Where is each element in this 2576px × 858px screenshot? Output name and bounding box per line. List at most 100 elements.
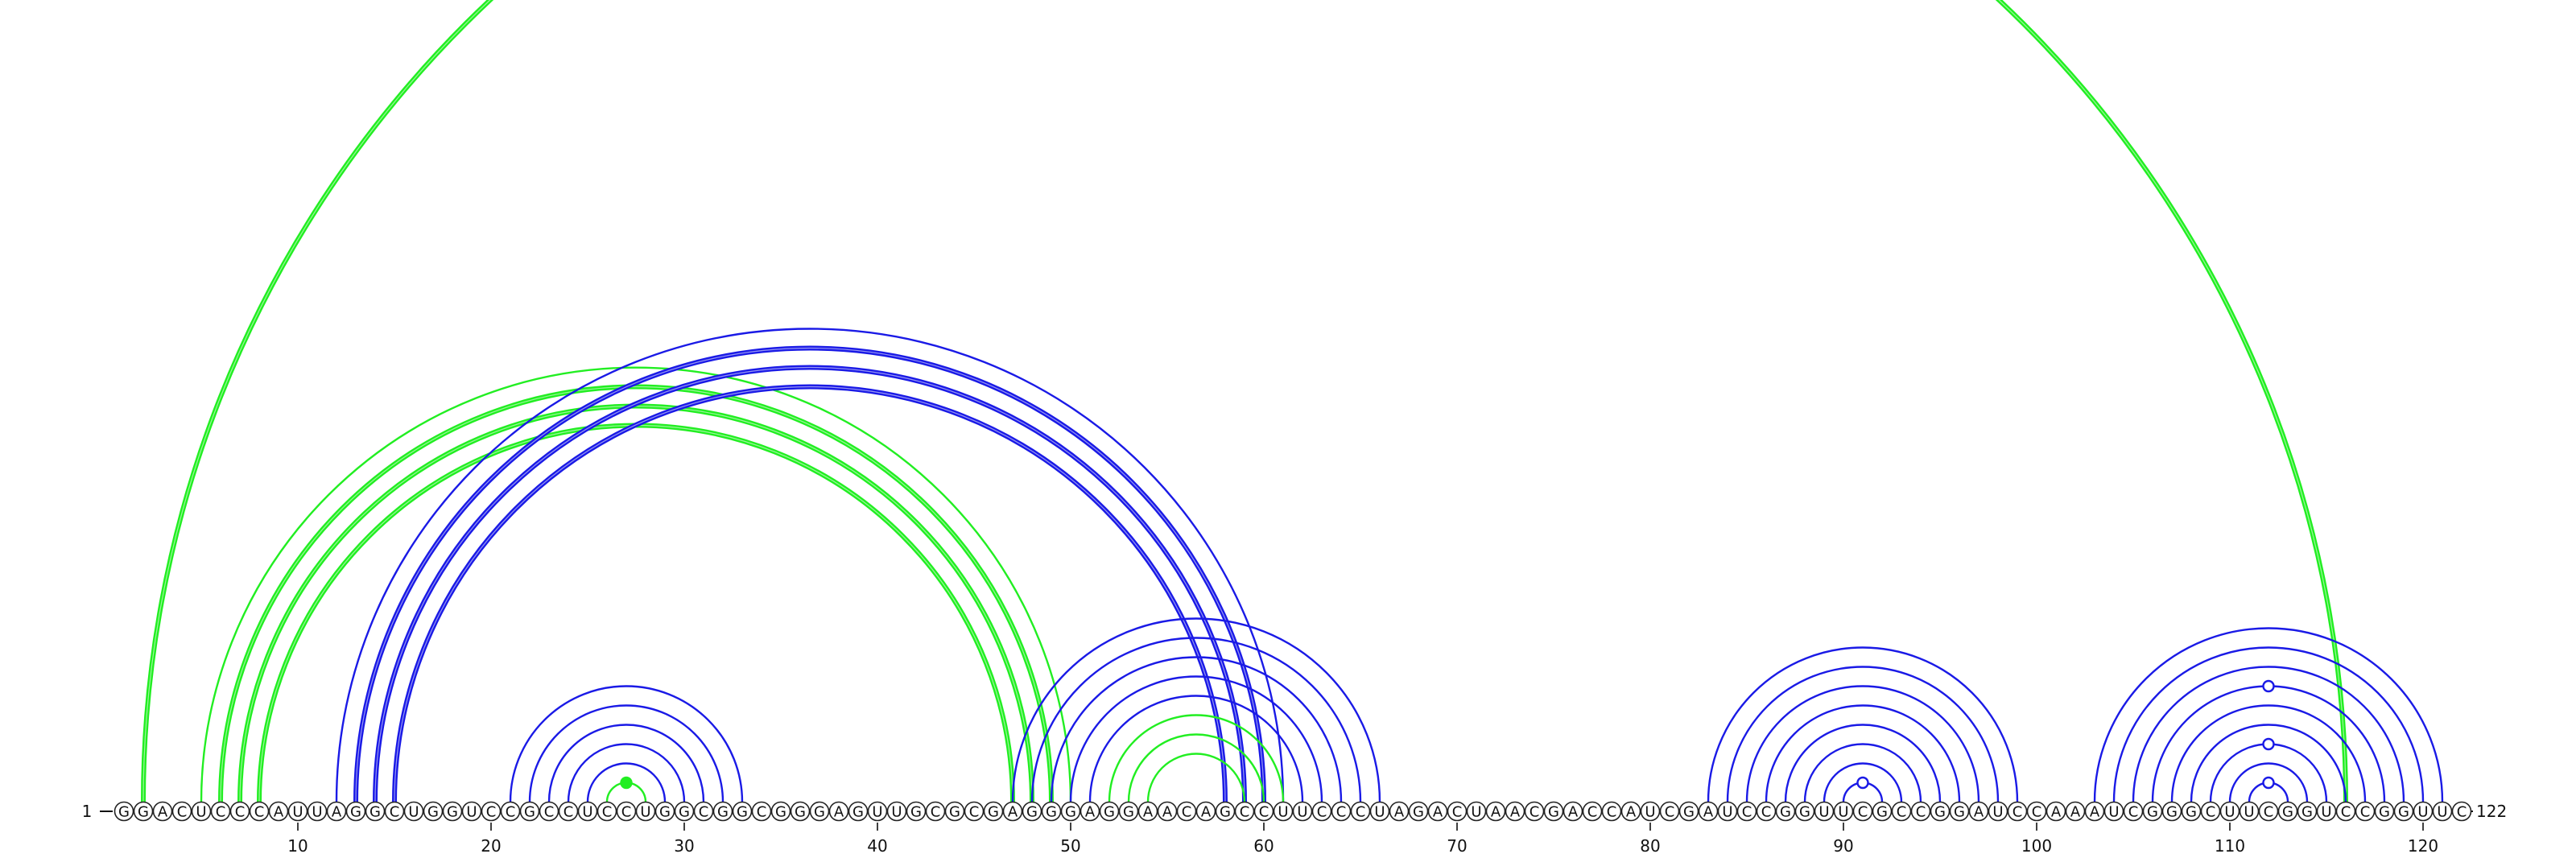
base-circle <box>674 801 695 822</box>
base-circle <box>867 801 888 822</box>
base-circle <box>1524 801 1545 822</box>
base-circle <box>1002 801 1023 822</box>
base-letter: C <box>1587 804 1598 821</box>
arc-25-29 <box>586 762 667 802</box>
base-circle <box>1640 801 1661 822</box>
arc-110-114 <box>2228 762 2309 802</box>
base-circle <box>1872 801 1893 822</box>
base-letter: G <box>737 804 748 821</box>
base-letter: G <box>524 804 535 821</box>
base-letter: A <box>1491 804 1501 821</box>
arc-109-115 <box>2209 743 2328 802</box>
base-circle <box>732 801 753 822</box>
sequence-end-label: 122 <box>2476 802 2507 821</box>
arc-89-93 <box>1823 762 1903 802</box>
base-circle <box>171 801 192 822</box>
base-circle <box>2451 801 2472 822</box>
arc-87-95 <box>1784 724 1942 802</box>
base-letter: G <box>1065 804 1076 821</box>
arc-85-97 <box>1745 685 1980 802</box>
base-letter: C <box>1336 804 1347 821</box>
base-letter: U <box>1838 804 1848 821</box>
arc-12-61 <box>335 328 1285 802</box>
base-letter: U <box>2417 804 2428 821</box>
arc-105-119 <box>2132 666 2405 802</box>
base-circle <box>1930 801 1951 822</box>
base-letter: A <box>1008 804 1018 821</box>
base-letter: C <box>1858 804 1868 821</box>
base-letter: U <box>1278 804 1288 821</box>
base-letter: C <box>1182 804 1192 821</box>
open-pair-marker <box>2262 776 2275 790</box>
base-circle <box>828 801 849 822</box>
arc-15-58 <box>392 384 1228 802</box>
arc-13-60 <box>353 345 1266 802</box>
base-circle <box>345 801 366 822</box>
base-letter: C <box>216 804 226 821</box>
base-circle <box>500 801 521 822</box>
base-letter: A <box>1568 804 1579 821</box>
base-letter: C <box>564 804 574 821</box>
base-circle <box>461 801 482 822</box>
arc-88-94 <box>1803 743 1922 802</box>
base-circle <box>1022 801 1042 822</box>
base-circle <box>1678 801 1699 822</box>
base-circle <box>1543 801 1564 822</box>
base-letter: C <box>2013 804 2023 821</box>
base-circle <box>2335 801 2356 822</box>
base-circle <box>1833 801 1854 822</box>
base-circle <box>210 801 231 822</box>
base-circle <box>365 801 386 822</box>
base-circle <box>1756 801 1777 822</box>
base-circle <box>519 801 540 822</box>
base-letter: A <box>2070 804 2081 821</box>
base-letter: A <box>1143 804 1154 821</box>
base-letter: U <box>408 804 419 821</box>
base-letter: A <box>158 804 168 821</box>
base-letter: A <box>1433 804 1443 821</box>
base-letter: G <box>1104 804 1115 821</box>
base-circle <box>2258 801 2279 822</box>
ruler-tick-label: 40 <box>867 836 887 856</box>
base-letter: U <box>2224 804 2235 821</box>
base-circle <box>654 801 675 822</box>
base-letter: U <box>1992 804 2003 821</box>
base-letter: U <box>2108 804 2119 821</box>
arc-22-32 <box>528 704 724 802</box>
base-circle <box>1505 801 1525 822</box>
base-circle <box>1195 801 1216 822</box>
base-letter: U <box>582 804 592 821</box>
base-letter: G <box>659 804 671 821</box>
base-letter: A <box>1201 804 1212 821</box>
base-letter: G <box>775 804 786 821</box>
base-circle <box>1176 801 1197 822</box>
base-letter: U <box>1297 804 1307 821</box>
base-letter: C <box>2360 804 2371 821</box>
pair-markers <box>620 679 2275 790</box>
base-letter: U <box>2437 804 2447 821</box>
arc-6-49-highlight <box>220 386 1052 802</box>
sequence-start-label: 1 <box>82 802 93 821</box>
base-circle <box>1891 801 1912 822</box>
base-letter: G <box>1799 804 1810 821</box>
base-letter: U <box>1471 804 1481 821</box>
base-circle <box>964 801 985 822</box>
base-circle <box>1427 801 1448 822</box>
base-circle <box>2026 801 2047 822</box>
base-circle <box>1717 801 1738 822</box>
base-circle <box>1620 801 1641 822</box>
base-circle <box>751 801 772 822</box>
base-letter: U <box>312 804 322 821</box>
base-circle <box>2393 801 2414 822</box>
ruler-tick-label: 60 <box>1253 836 1274 856</box>
base-circle <box>1273 801 1294 822</box>
base-letter: G <box>1046 804 1057 821</box>
base-letter: U <box>2244 804 2254 821</box>
base-letter: G <box>447 804 458 821</box>
base-circle <box>944 801 965 822</box>
base-letter: G <box>1780 804 1791 821</box>
base-letter: C <box>1356 804 1366 821</box>
base-circle <box>2432 801 2453 822</box>
base-letter: C <box>506 804 516 821</box>
